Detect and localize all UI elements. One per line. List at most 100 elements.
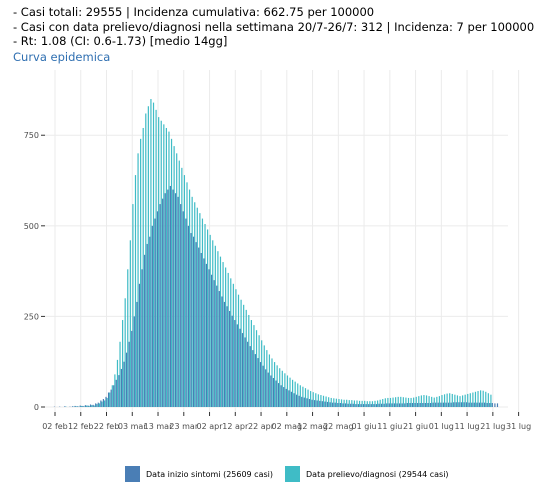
bar-onset bbox=[107, 392, 110, 407]
bar-onset bbox=[308, 399, 311, 407]
bar-onset bbox=[208, 269, 210, 407]
bar-onset bbox=[198, 247, 200, 407]
bar-diagnosis bbox=[127, 269, 129, 407]
bar-diagnosis bbox=[194, 202, 196, 407]
bar-diagnosis bbox=[119, 341, 121, 407]
bar-onset bbox=[159, 204, 161, 407]
bar-diagnosis bbox=[279, 368, 281, 407]
bar-diagnosis bbox=[248, 314, 250, 407]
bar-onset bbox=[262, 365, 264, 407]
bar-diagnosis bbox=[335, 398, 337, 407]
bar-onset bbox=[92, 404, 94, 407]
bar-onset bbox=[471, 402, 473, 407]
bar-onset bbox=[399, 403, 401, 407]
bar-diagnosis bbox=[356, 400, 358, 407]
bar-diagnosis bbox=[93, 405, 95, 407]
x-tick-label: 12 apr bbox=[222, 422, 249, 431]
bar-diagnosis bbox=[358, 400, 361, 407]
bar-diagnosis bbox=[299, 385, 301, 407]
epidemic-curve-link[interactable]: Curva epidemica bbox=[13, 50, 111, 64]
bar-onset bbox=[229, 310, 231, 407]
bar-onset bbox=[311, 399, 313, 407]
legend-item-onset: Data inizio sintomi (25609 casi) bbox=[125, 466, 273, 482]
bar-diagnosis bbox=[258, 335, 260, 407]
bar-diagnosis bbox=[436, 396, 438, 407]
bar-onset bbox=[82, 405, 84, 407]
bar-onset bbox=[298, 395, 300, 407]
bar-onset bbox=[113, 385, 115, 407]
summary-header: - Casi totali: 29555 | Incidenza cumulat… bbox=[13, 5, 534, 49]
bar-diagnosis bbox=[449, 393, 451, 407]
bar-onset bbox=[223, 301, 226, 407]
y-tick-label: 250 bbox=[24, 312, 39, 321]
bar-onset bbox=[187, 225, 190, 407]
bar-diagnosis bbox=[376, 400, 379, 407]
bar-diagnosis bbox=[461, 395, 464, 407]
bar-diagnosis bbox=[456, 395, 459, 407]
bar-onset bbox=[239, 328, 241, 407]
bar-diagnosis bbox=[191, 196, 193, 407]
legend-label-onset: Data inizio sintomi (25609 casi) bbox=[146, 469, 273, 479]
bar-onset bbox=[180, 204, 182, 407]
bar-diagnosis bbox=[469, 393, 471, 407]
bar-onset bbox=[71, 406, 74, 407]
bar-diagnosis bbox=[155, 109, 157, 408]
x-tick-label: 22 apr bbox=[248, 422, 275, 431]
bar-diagnosis bbox=[103, 400, 106, 407]
bar-diagnosis bbox=[199, 213, 201, 407]
bar-diagnosis bbox=[183, 175, 186, 407]
bar-diagnosis bbox=[96, 404, 98, 407]
bar-diagnosis bbox=[158, 117, 160, 408]
bar-diagnosis bbox=[232, 283, 234, 407]
bar-diagnosis bbox=[219, 256, 222, 407]
x-tick-label: 21 lug bbox=[480, 422, 505, 431]
bar-diagnosis bbox=[343, 399, 345, 407]
x-tick-label: 23 mar bbox=[169, 422, 198, 431]
bar-onset bbox=[164, 193, 166, 407]
bar-diagnosis bbox=[348, 400, 350, 407]
bar-diagnosis bbox=[214, 245, 216, 407]
bar-onset bbox=[432, 402, 434, 407]
bar-onset bbox=[267, 372, 269, 407]
bar-diagnosis bbox=[170, 138, 173, 407]
bar-onset bbox=[131, 330, 133, 407]
bar-onset bbox=[429, 403, 432, 407]
bar-diagnosis bbox=[75, 406, 77, 407]
bar-diagnosis bbox=[286, 375, 289, 407]
bar-diagnosis bbox=[85, 405, 88, 407]
bar-onset bbox=[146, 243, 148, 407]
bar-onset bbox=[396, 403, 398, 407]
bar-onset bbox=[476, 402, 478, 407]
bar-onset bbox=[162, 198, 164, 407]
bar-onset bbox=[414, 403, 416, 407]
bar-onset bbox=[352, 403, 354, 407]
bar-diagnosis bbox=[315, 393, 317, 407]
chart-grid bbox=[45, 70, 520, 412]
bar-onset bbox=[141, 269, 143, 407]
y-tick-label: 750 bbox=[24, 131, 39, 140]
bar-onset bbox=[265, 369, 267, 407]
bar-onset bbox=[249, 346, 251, 407]
bar-onset bbox=[489, 403, 491, 407]
bar-onset bbox=[64, 406, 66, 407]
bar-diagnosis bbox=[245, 309, 247, 407]
x-tick-label: 13 mar bbox=[144, 422, 173, 431]
bar-onset bbox=[283, 387, 285, 407]
bar-onset bbox=[435, 402, 437, 407]
bar-onset bbox=[126, 352, 128, 407]
bar-onset bbox=[306, 398, 308, 407]
bar-diagnosis bbox=[480, 390, 482, 407]
bar-diagnosis bbox=[222, 262, 224, 407]
y-tick-label: 0 bbox=[34, 403, 39, 412]
bar-diagnosis bbox=[346, 399, 348, 407]
bar-onset bbox=[375, 404, 378, 407]
x-tick-label: 22 mag bbox=[323, 422, 354, 431]
bar-onset bbox=[118, 375, 120, 407]
bar-diagnosis bbox=[111, 385, 113, 407]
bar-diagnosis bbox=[116, 359, 119, 407]
bar-onset bbox=[192, 236, 195, 407]
bar-diagnosis bbox=[330, 397, 332, 407]
bar-onset bbox=[455, 402, 457, 407]
bar-diagnosis bbox=[98, 403, 101, 407]
